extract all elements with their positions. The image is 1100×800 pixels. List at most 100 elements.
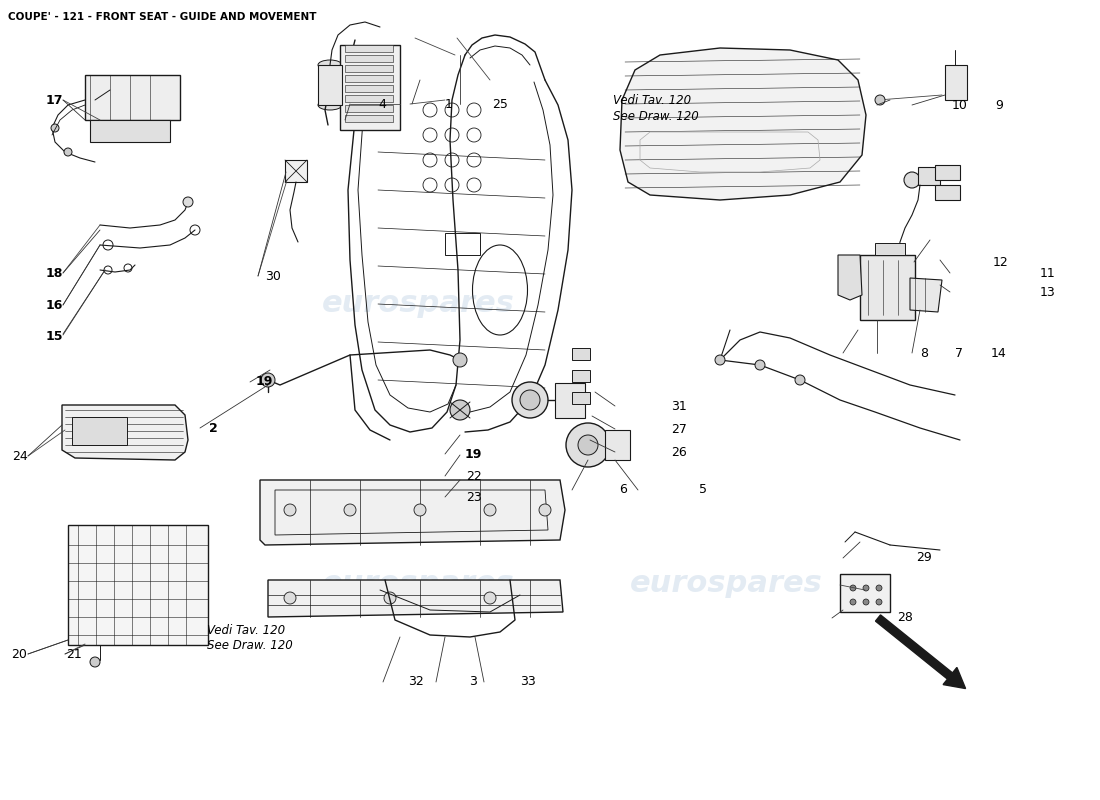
Circle shape	[512, 382, 548, 418]
Text: 20: 20	[12, 648, 28, 661]
Text: 31: 31	[671, 400, 686, 413]
Text: 6: 6	[619, 483, 627, 496]
Bar	[874, 243, 905, 255]
Circle shape	[876, 599, 882, 605]
Bar	[90, 120, 170, 142]
Circle shape	[51, 124, 59, 132]
Text: 9: 9	[994, 99, 1003, 112]
Text: 8: 8	[920, 347, 928, 360]
Circle shape	[450, 400, 470, 420]
Bar	[345, 75, 393, 82]
Text: 25: 25	[493, 98, 508, 110]
Text: 28: 28	[898, 611, 913, 624]
Polygon shape	[838, 255, 862, 300]
Ellipse shape	[318, 60, 342, 70]
FancyArrow shape	[876, 615, 966, 689]
Bar	[446, 233, 480, 255]
Text: 11: 11	[1040, 267, 1055, 280]
Bar	[945, 65, 967, 100]
Circle shape	[539, 504, 551, 516]
Bar	[572, 370, 590, 382]
Text: 27: 27	[671, 423, 686, 436]
Circle shape	[344, 504, 356, 516]
Bar	[572, 348, 590, 360]
Circle shape	[520, 390, 540, 410]
Text: Vedi Tav. 120: Vedi Tav. 120	[613, 94, 691, 106]
Bar	[605, 430, 630, 460]
Text: 7: 7	[955, 347, 964, 360]
Circle shape	[850, 599, 856, 605]
Text: Vedi Tav. 120: Vedi Tav. 120	[207, 624, 285, 637]
Text: 13: 13	[1040, 286, 1055, 298]
Bar	[840, 574, 890, 612]
Bar	[345, 45, 393, 52]
Circle shape	[876, 585, 882, 591]
Bar	[345, 95, 393, 102]
Bar	[345, 65, 393, 72]
Circle shape	[874, 95, 886, 105]
Polygon shape	[268, 580, 563, 617]
Circle shape	[795, 375, 805, 385]
Text: 14: 14	[991, 347, 1006, 360]
Circle shape	[183, 197, 192, 207]
Bar	[85, 75, 180, 120]
Text: COUPE' - 121 - FRONT SEAT - GUIDE AND MOVEMENT: COUPE' - 121 - FRONT SEAT - GUIDE AND MO…	[8, 12, 317, 22]
Text: 26: 26	[671, 446, 686, 458]
Text: 30: 30	[265, 270, 280, 282]
Circle shape	[90, 657, 100, 667]
Circle shape	[284, 504, 296, 516]
Bar	[345, 85, 393, 92]
Polygon shape	[318, 65, 342, 105]
Circle shape	[453, 353, 468, 367]
Text: 29: 29	[916, 551, 932, 564]
Text: 22: 22	[466, 470, 482, 482]
Circle shape	[261, 373, 275, 387]
Circle shape	[578, 435, 598, 455]
Circle shape	[755, 360, 764, 370]
Bar	[935, 185, 960, 200]
Circle shape	[484, 504, 496, 516]
Bar	[72, 417, 126, 445]
Bar	[345, 115, 393, 122]
Text: 17: 17	[45, 94, 63, 106]
Text: eurospares: eurospares	[321, 570, 515, 598]
Bar	[572, 392, 590, 404]
Text: 12: 12	[993, 256, 1009, 269]
Text: 32: 32	[408, 675, 424, 688]
Bar	[345, 55, 393, 62]
Text: 21: 21	[66, 648, 81, 661]
Bar	[860, 255, 915, 320]
Text: 10: 10	[952, 99, 967, 112]
Polygon shape	[62, 405, 188, 460]
Polygon shape	[340, 45, 400, 130]
Text: 19: 19	[464, 448, 482, 461]
Text: 15: 15	[45, 330, 63, 342]
Text: 1: 1	[444, 98, 453, 110]
Text: 3: 3	[469, 675, 477, 688]
Text: eurospares: eurospares	[321, 290, 515, 318]
Text: 33: 33	[520, 675, 536, 688]
Bar	[345, 105, 393, 112]
Bar	[918, 167, 940, 185]
Polygon shape	[260, 480, 565, 545]
Text: 5: 5	[698, 483, 706, 496]
Text: See Draw. 120: See Draw. 120	[613, 110, 698, 123]
Circle shape	[284, 592, 296, 604]
Text: 2: 2	[209, 422, 218, 434]
Polygon shape	[620, 48, 866, 200]
Text: 24: 24	[12, 450, 28, 462]
Circle shape	[904, 172, 920, 188]
Ellipse shape	[318, 100, 342, 110]
Circle shape	[850, 585, 856, 591]
Text: 16: 16	[45, 299, 63, 312]
Circle shape	[566, 423, 610, 467]
Bar	[68, 525, 208, 645]
Bar	[935, 165, 960, 180]
Text: See Draw. 120: See Draw. 120	[207, 639, 293, 652]
Circle shape	[715, 355, 725, 365]
Circle shape	[384, 592, 396, 604]
Text: 18: 18	[45, 267, 63, 280]
Circle shape	[864, 585, 869, 591]
Circle shape	[414, 504, 426, 516]
Circle shape	[484, 592, 496, 604]
